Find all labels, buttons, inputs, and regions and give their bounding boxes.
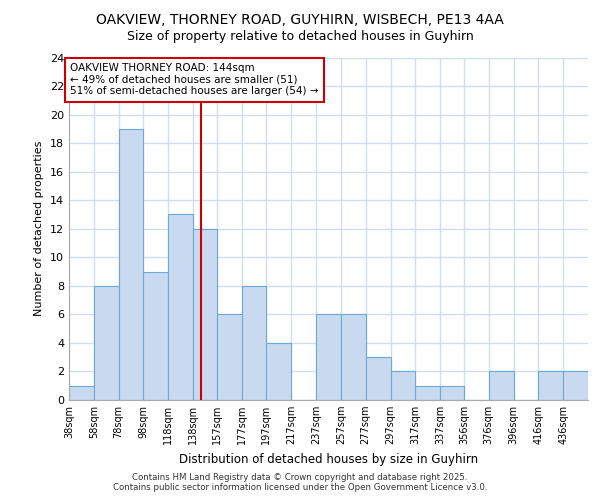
Text: OAKVIEW, THORNEY ROAD, GUYHIRN, WISBECH, PE13 4AA: OAKVIEW, THORNEY ROAD, GUYHIRN, WISBECH,… xyxy=(96,12,504,26)
Bar xyxy=(217,314,242,400)
Bar xyxy=(440,386,464,400)
Bar xyxy=(266,343,291,400)
Bar xyxy=(169,214,193,400)
Text: OAKVIEW THORNEY ROAD: 144sqm
← 49% of detached houses are smaller (51)
51% of se: OAKVIEW THORNEY ROAD: 144sqm ← 49% of de… xyxy=(70,63,319,96)
Bar xyxy=(69,386,94,400)
Text: Size of property relative to detached houses in Guyhirn: Size of property relative to detached ho… xyxy=(127,30,473,43)
Text: Contains HM Land Registry data © Crown copyright and database right 2025.
Contai: Contains HM Land Registry data © Crown c… xyxy=(113,473,487,492)
Bar xyxy=(538,372,563,400)
Bar xyxy=(119,129,143,400)
Bar xyxy=(94,286,119,400)
Bar xyxy=(193,229,217,400)
Bar xyxy=(366,357,391,400)
Bar xyxy=(341,314,366,400)
X-axis label: Distribution of detached houses by size in Guyhirn: Distribution of detached houses by size … xyxy=(179,452,478,466)
Bar xyxy=(488,372,514,400)
Bar xyxy=(415,386,440,400)
Bar xyxy=(563,372,588,400)
Bar xyxy=(143,272,169,400)
Bar xyxy=(391,372,415,400)
Y-axis label: Number of detached properties: Number of detached properties xyxy=(34,141,44,316)
Bar xyxy=(242,286,266,400)
Bar xyxy=(316,314,341,400)
